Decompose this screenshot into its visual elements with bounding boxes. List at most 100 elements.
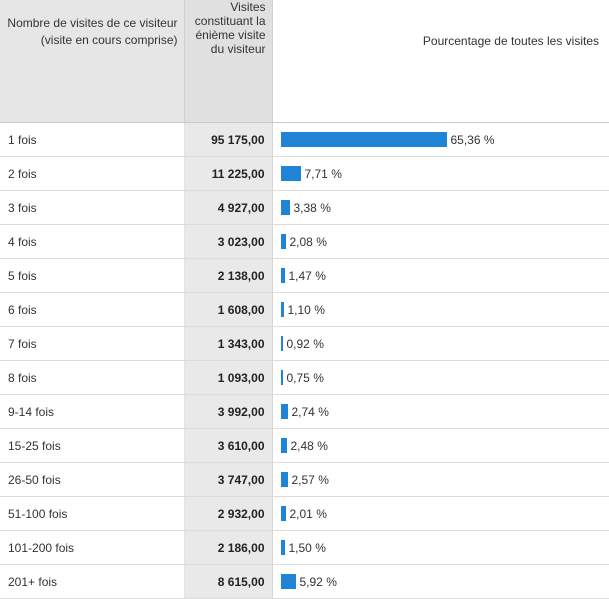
percent-bar-wrap: 5,92 % [281, 574, 609, 589]
percent-bar [281, 370, 283, 385]
row-percent-cell: 0,75 % [272, 361, 609, 395]
percent-label: 3,38 % [294, 201, 331, 215]
row-percent-cell: 2,01 % [272, 497, 609, 531]
percent-bar [281, 166, 301, 181]
percent-label: 2,48 % [291, 439, 328, 453]
row-label: 4 fois [0, 225, 184, 259]
percent-label: 1,50 % [289, 541, 326, 555]
row-visits-value: 2 138,00 [184, 259, 272, 293]
row-visits-value: 8 615,00 [184, 565, 272, 599]
row-percent-cell: 1,47 % [272, 259, 609, 293]
row-percent-cell: 2,08 % [272, 225, 609, 259]
row-visits-value: 1 093,00 [184, 361, 272, 395]
row-label: 3 fois [0, 191, 184, 225]
row-label: 15-25 fois [0, 429, 184, 463]
row-percent-cell: 3,38 % [272, 191, 609, 225]
percent-label: 5,92 % [300, 575, 337, 589]
percent-bar-wrap: 0,75 % [281, 370, 609, 385]
row-label: 6 fois [0, 293, 184, 327]
row-label: 9-14 fois [0, 395, 184, 429]
percent-bar [281, 574, 296, 589]
row-percent-cell: 0,92 % [272, 327, 609, 361]
percent-bar-wrap: 1,47 % [281, 268, 609, 283]
row-label: 201+ fois [0, 565, 184, 599]
row-label: 51-100 fois [0, 497, 184, 531]
row-percent-cell: 65,36 % [272, 123, 609, 157]
row-percent-cell: 1,10 % [272, 293, 609, 327]
percent-bar-wrap: 2,74 % [281, 404, 609, 419]
percent-label: 0,75 % [287, 371, 324, 385]
percent-bar-wrap: 7,71 % [281, 166, 609, 181]
row-percent-cell: 2,57 % [272, 463, 609, 497]
percent-bar-wrap: 1,50 % [281, 540, 609, 555]
percent-bar-wrap: 2,48 % [281, 438, 609, 453]
percent-bar [281, 472, 288, 487]
row-visits-value: 3 747,00 [184, 463, 272, 497]
row-visits-value: 95 175,00 [184, 123, 272, 157]
row-percent-cell: 2,48 % [272, 429, 609, 463]
row-visits-value: 3 023,00 [184, 225, 272, 259]
table-header: Nombre de visites de ce visiteur (visite… [0, 0, 609, 123]
row-percent-cell: 7,71 % [272, 157, 609, 191]
row-label: 2 fois [0, 157, 184, 191]
percent-bar [281, 132, 447, 147]
percent-label: 0,92 % [287, 337, 324, 351]
row-label: 101-200 fois [0, 531, 184, 565]
row-visits-value: 2 932,00 [184, 497, 272, 531]
row-label: 26-50 fois [0, 463, 184, 497]
percent-bar [281, 438, 287, 453]
row-visits-value: 1 608,00 [184, 293, 272, 327]
percent-bar-wrap: 0,92 % [281, 336, 609, 351]
row-visits-value: 1 343,00 [184, 327, 272, 361]
percent-bar [281, 302, 284, 317]
percent-bar [281, 268, 285, 283]
row-visits-value: 11 225,00 [184, 157, 272, 191]
row-visits-value: 3 992,00 [184, 395, 272, 429]
row-percent-cell: 2,74 % [272, 395, 609, 429]
row-visits-value: 2 186,00 [184, 531, 272, 565]
percent-bar-wrap: 2,08 % [281, 234, 609, 249]
percent-label: 7,71 % [305, 167, 342, 181]
percent-label: 65,36 % [451, 133, 495, 147]
row-percent-cell: 5,92 % [272, 565, 609, 599]
percent-bar [281, 200, 290, 215]
header-row: Nombre de visites de ce visiteur (visite… [0, 0, 609, 123]
header-dimension[interactable]: Nombre de visites de ce visiteur (visite… [0, 0, 184, 123]
header-visits[interactable]: Visites constituant la énième visite du … [184, 0, 272, 123]
row-label: 1 fois [0, 123, 184, 157]
percent-bar [281, 234, 286, 249]
row-visits-value: 3 610,00 [184, 429, 272, 463]
percent-label: 2,01 % [290, 507, 327, 521]
percent-bar-wrap: 1,10 % [281, 302, 609, 317]
row-visits-value: 4 927,00 [184, 191, 272, 225]
row-percent-cell: 1,50 % [272, 531, 609, 565]
row-label: 5 fois [0, 259, 184, 293]
percent-label: 1,47 % [289, 269, 326, 283]
percent-bar [281, 506, 286, 521]
percent-bar [281, 540, 285, 555]
percent-bar-wrap: 3,38 % [281, 200, 609, 215]
percent-bar-wrap: 2,01 % [281, 506, 609, 521]
row-label: 8 fois [0, 361, 184, 395]
header-percent[interactable]: Pourcentage de toutes les visites [272, 0, 609, 123]
row-label: 7 fois [0, 327, 184, 361]
percent-label: 1,10 % [288, 303, 325, 317]
percent-label: 2,74 % [292, 405, 329, 419]
percent-bar [281, 336, 283, 351]
